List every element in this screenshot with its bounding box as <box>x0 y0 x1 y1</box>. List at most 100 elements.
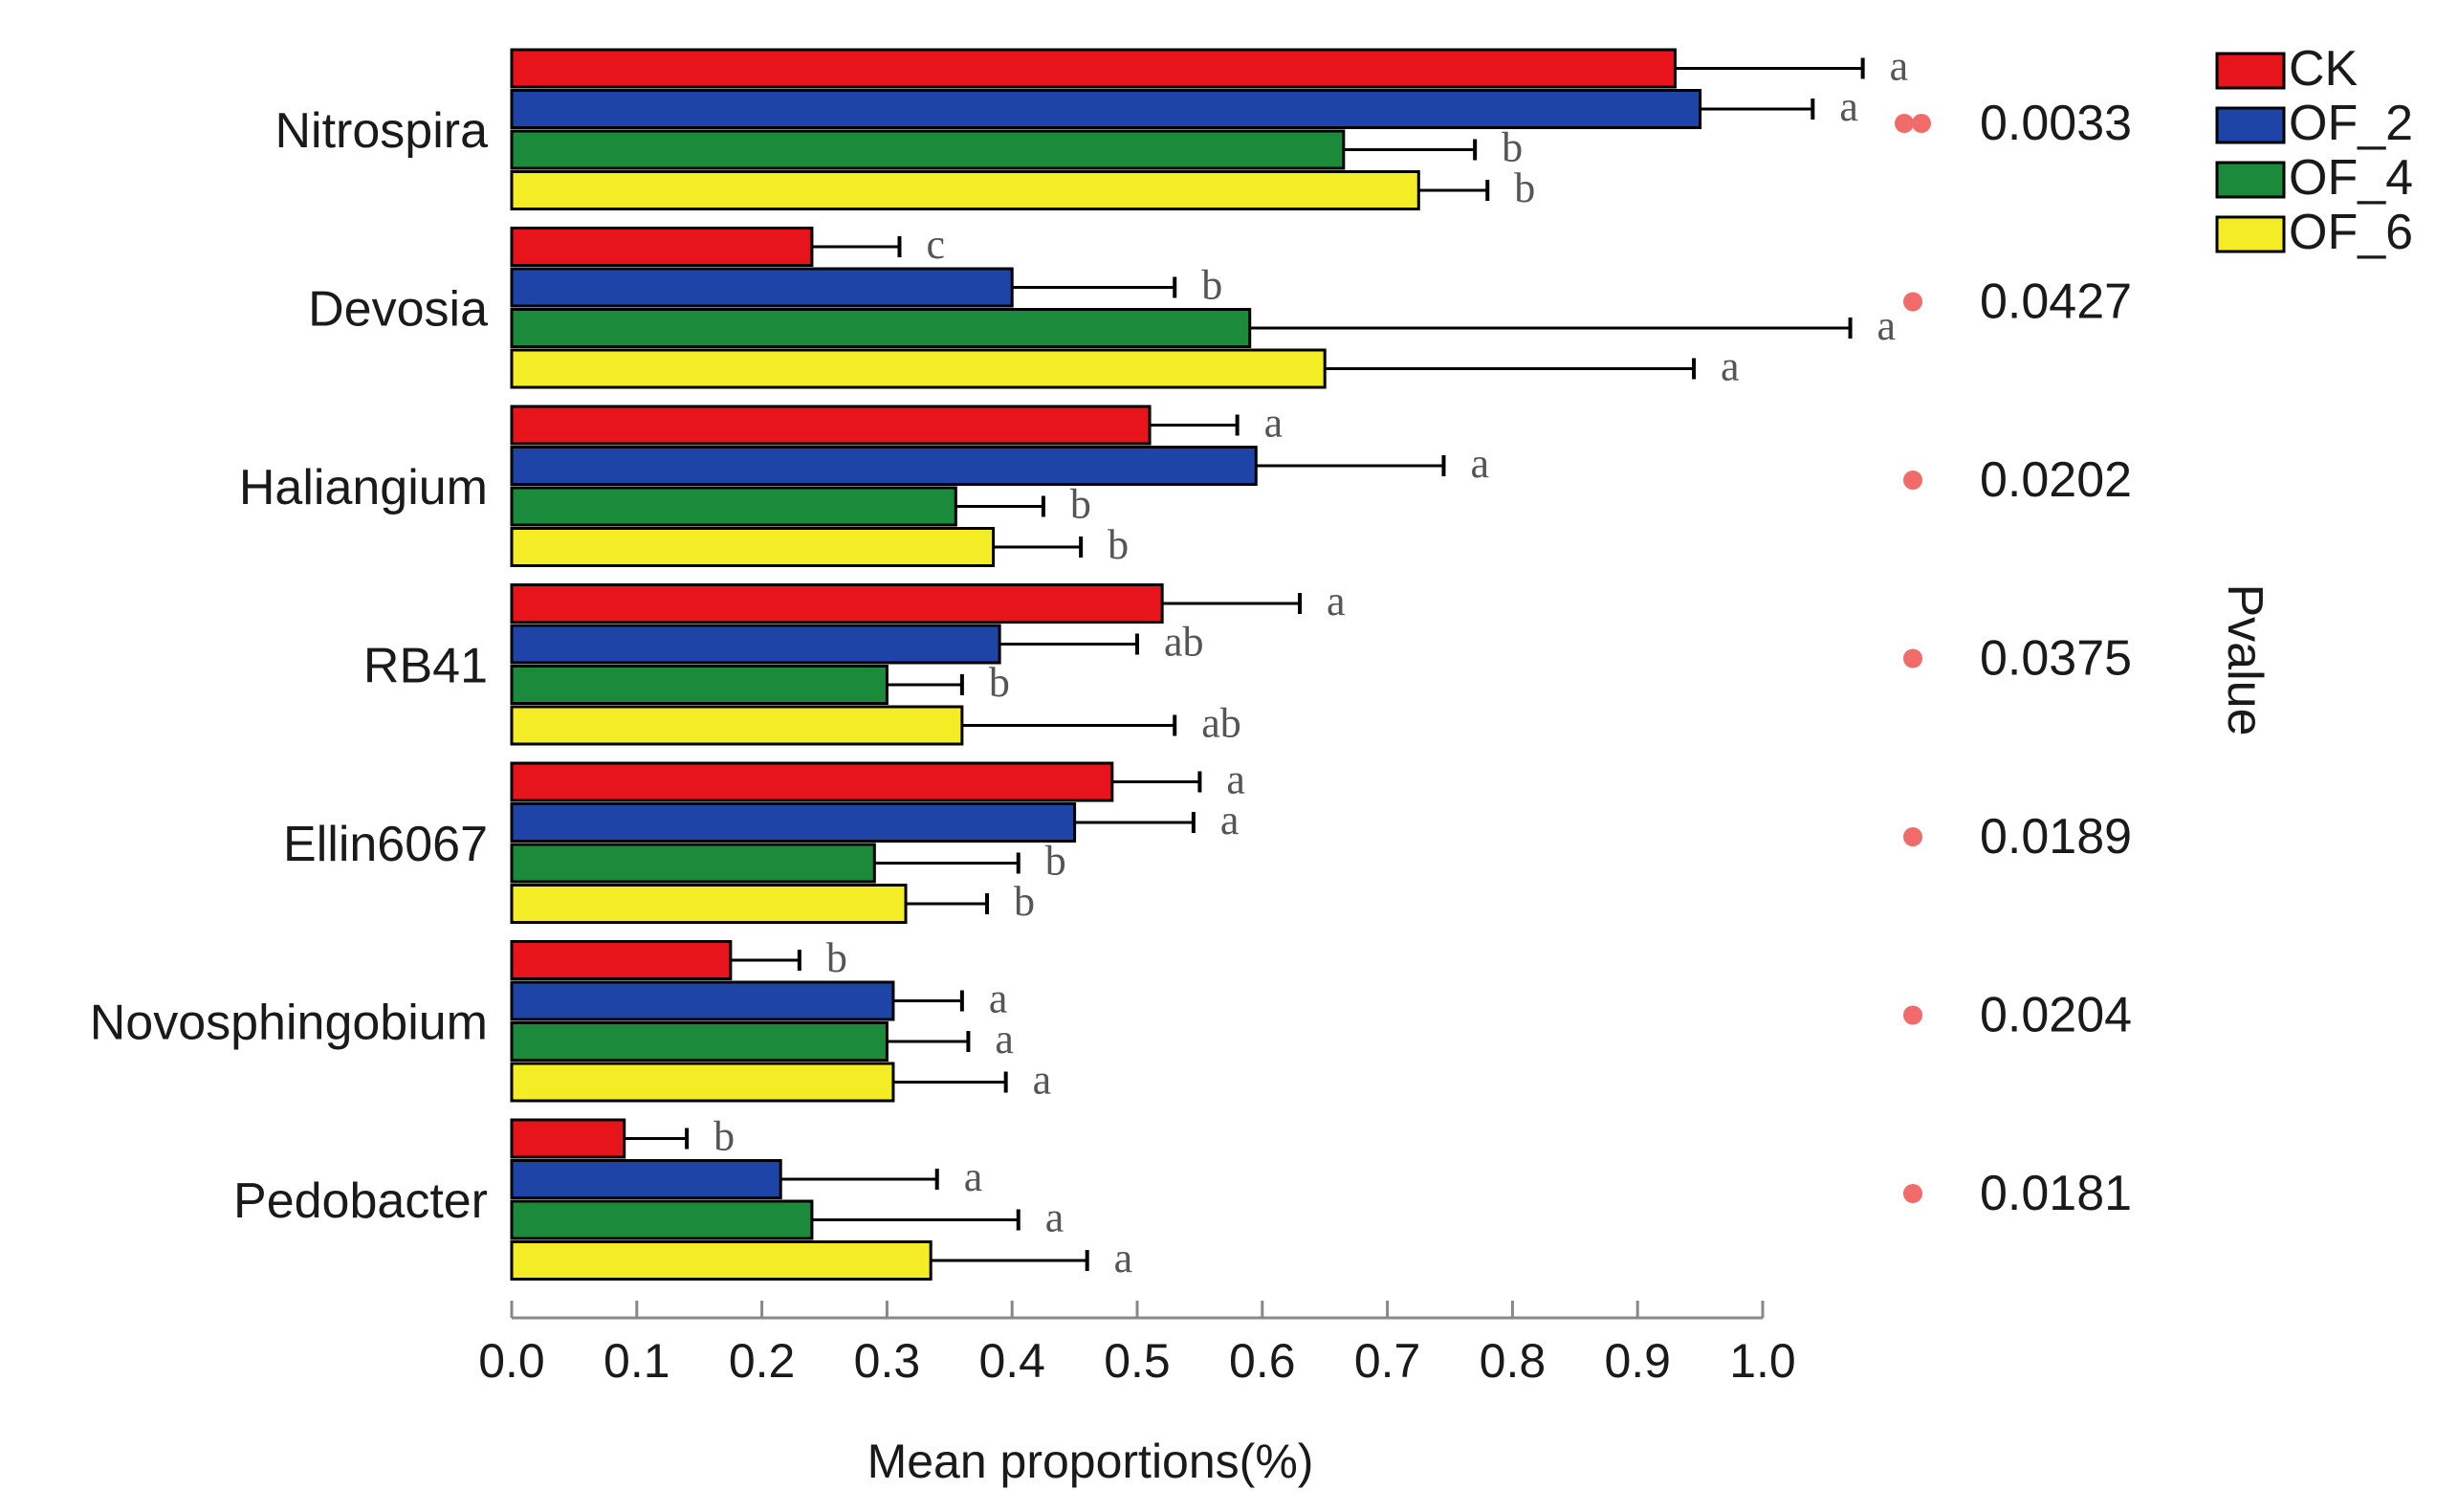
significance-letter-devosia-of-2: b <box>1201 262 1222 309</box>
x-tick-label: 0.0 <box>478 1334 545 1388</box>
bar-devosia-of-6 <box>510 348 1327 389</box>
significance-letter-rb41-ck: a <box>1327 578 1346 625</box>
genus-label-nitrospira: Nitrospira <box>275 103 489 159</box>
bar-devosia-of-2 <box>510 267 1014 308</box>
significance-letter-haliangium-of-4: b <box>1070 481 1091 528</box>
significance-letter-haliangium-of-6: b <box>1108 521 1129 568</box>
genus-label-rb41: RB41 <box>363 639 488 694</box>
legend-label-ck: CK <box>2289 41 2359 97</box>
legend-swatch-of-6 <box>2215 215 2286 253</box>
significance-letter-novosphingobium-of-4: a <box>995 1016 1014 1063</box>
significance-letter-rb41-of-4: b <box>989 659 1010 706</box>
significance-letter-novosphingobium-of-6: a <box>1033 1057 1052 1104</box>
bar-pedobacter-of-6 <box>510 1240 933 1281</box>
significance-letter-rb41-of-2: ab <box>1164 619 1204 666</box>
x-tick-label: 1.0 <box>1729 1334 1796 1388</box>
significance-letter-nitrospira-of-2: a <box>1839 83 1858 130</box>
legend-swatch-of-2 <box>2215 106 2286 144</box>
bar-devosia-of-4 <box>510 308 1252 348</box>
significance-letter-novosphingobium-ck: b <box>826 934 847 981</box>
significance-marker-novosphingobium <box>1903 1005 1922 1025</box>
genus-label-devosia: Devosia <box>308 282 488 338</box>
x-axis-title: Mean proportions(%) <box>867 1435 1314 1488</box>
bar-haliangium-ck <box>510 405 1152 446</box>
significance-letter-pedobacter-of-2: a <box>964 1153 983 1200</box>
x-tick-label: 0.2 <box>729 1334 796 1388</box>
bar-novosphingobium-of-6 <box>510 1062 895 1103</box>
significance-marker-devosia <box>1903 292 1922 312</box>
legend-swatch-of-4 <box>2215 161 2286 199</box>
significance-letter-ellin6067-of-6: b <box>1014 878 1035 925</box>
legend-label-of-4: OF_4 <box>2289 150 2413 206</box>
significance-letter-novosphingobium-of-2: a <box>989 975 1008 1022</box>
x-tick-label: 0.4 <box>978 1334 1045 1388</box>
bar-nitrospira-of-6 <box>510 170 1420 210</box>
significance-letter-ellin6067-of-2: a <box>1220 797 1240 844</box>
significance-letter-haliangium-of-2: a <box>1470 440 1489 487</box>
bar-haliangium-of-4 <box>510 486 957 527</box>
x-tick-label: 0.6 <box>1229 1334 1296 1388</box>
significance-letter-nitrospira-ck: a <box>1890 43 1909 90</box>
bar-ellin6067-of-4 <box>510 843 876 884</box>
genus-labels: Nitrospira Devosia Haliangium RB41 Ellin6067… <box>90 103 488 1229</box>
significance-marker-nitrospira <box>1912 114 1931 133</box>
significance-letter-ellin6067-of-4: b <box>1045 838 1066 885</box>
x-axis-ticks: 0.0 0.1 0.2 0.3 0.4 0.5 0.6 0.7 0.8 0.9 1.0 <box>478 1301 1796 1388</box>
significance-marker-haliangium <box>1903 471 1922 490</box>
pvalue-nitrospira: 0.0033 <box>1980 96 2132 151</box>
significance-marker-ellin6067 <box>1903 827 1922 846</box>
bar-devosia-ck <box>510 227 814 267</box>
bar-rb41-of-4 <box>510 665 889 705</box>
x-tick-label: 0.9 <box>1604 1334 1671 1388</box>
pvalue-rb41: 0.0375 <box>1980 631 2132 687</box>
bar-pedobacter-of-4 <box>510 1199 814 1240</box>
x-tick-label: 0.8 <box>1480 1334 1547 1388</box>
pvalue-ellin6067: 0.0189 <box>1980 809 2132 865</box>
significance-letter-pedobacter-ck: b <box>713 1113 735 1160</box>
significance-letter-pedobacter-of-6: a <box>1114 1235 1133 1282</box>
bar-haliangium-of-2 <box>510 446 1258 486</box>
bar-rb41-ck <box>510 583 1164 624</box>
significance-marker-pedobacter <box>1903 1184 1922 1203</box>
bar-nitrospira-of-2 <box>510 89 1702 129</box>
bar-novosphingobium-ck <box>510 940 733 980</box>
bar-pedobacter-of-2 <box>510 1159 782 1199</box>
legend-label-of-6: OF_6 <box>2289 205 2413 260</box>
bars-layer <box>510 48 1702 1281</box>
pvalue-column: 0.0033 0.0427 0.0202 0.0375 0.0189 0.0204 0.01… <box>1895 96 2132 1221</box>
genus-label-haliangium: Haliangium <box>239 460 488 515</box>
bar-ellin6067-ck <box>510 761 1114 802</box>
x-tick-label: 0.3 <box>854 1334 921 1388</box>
bar-rb41-of-6 <box>510 705 964 746</box>
bar-haliangium-of-6 <box>510 527 996 567</box>
legend-swatch-ck <box>2215 52 2286 90</box>
significance-letter-rb41-of-6: ab <box>1201 700 1241 747</box>
bar-rb41-of-2 <box>510 624 1001 665</box>
significance-letter-devosia-of-4: a <box>1877 302 1897 349</box>
genus-label-ellin6067: Ellin6067 <box>283 817 488 872</box>
genus-label-novosphingobium: Novosphingobium <box>90 996 488 1051</box>
significance-marker-rb41 <box>1903 648 1922 668</box>
legend-label-of-2: OF_2 <box>2289 96 2413 151</box>
bar-nitrospira-ck <box>510 48 1677 89</box>
pvalue-novosphingobium: 0.0204 <box>1980 988 2132 1043</box>
significance-letter-nitrospira-of-4: b <box>1502 124 1523 171</box>
bar-pedobacter-ck <box>510 1118 626 1159</box>
bar-ellin6067-of-6 <box>510 884 908 924</box>
pvalue-axis-label: Pvalue <box>2217 584 2272 736</box>
significance-letter-haliangium-ck: a <box>1264 400 1284 447</box>
pvalue-devosia: 0.0427 <box>1980 274 2132 330</box>
bar-novosphingobium-of-4 <box>510 1021 889 1062</box>
errorbars-layer <box>624 57 1865 1271</box>
x-tick-label: 0.5 <box>1104 1334 1171 1388</box>
bar-nitrospira-of-4 <box>510 129 1346 170</box>
genus-label-pedobacter: Pedobacter <box>233 1173 488 1229</box>
x-tick-label: 0.7 <box>1354 1334 1421 1388</box>
bar-ellin6067-of-2 <box>510 802 1077 843</box>
significance-letter-devosia-of-6: a <box>1721 343 1740 390</box>
significance-marker-nitrospira <box>1895 114 1914 133</box>
bar-novosphingobium-of-2 <box>510 980 895 1021</box>
